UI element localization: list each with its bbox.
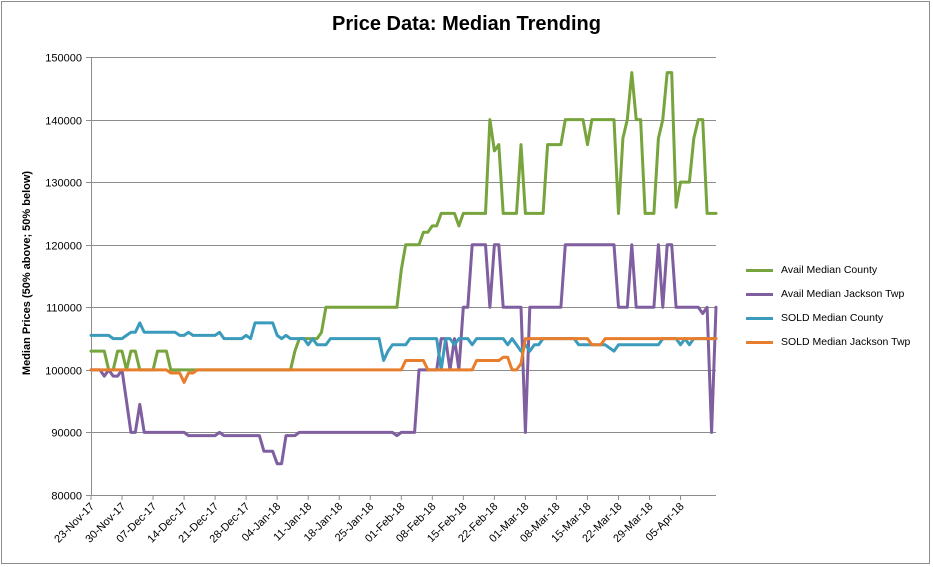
y-tick-label: 140000 — [45, 116, 82, 128]
chart-title: Price Data: Median Trending — [332, 13, 601, 35]
series-lines — [89, 71, 718, 466]
y-tick-label: 150000 — [45, 53, 82, 65]
y-tick-label: 90000 — [51, 428, 82, 440]
legend-swatch — [746, 340, 773, 344]
legend-label: Avail Median County — [781, 264, 878, 276]
legend-item-sold-jackson: SOLD Median Jackson Twp — [746, 330, 910, 354]
legend-swatch — [746, 316, 773, 320]
legend-item-avail-jackson: Avail Median Jackson Twp — [746, 282, 910, 306]
y-tick-label: 80000 — [51, 491, 82, 503]
series-line-1 — [89, 71, 718, 372]
legend-swatch — [746, 292, 773, 296]
legend: Avail Median County Avail Median Jackson… — [746, 258, 910, 354]
series-line-3 — [89, 321, 718, 372]
y-tick-label: 100000 — [45, 366, 82, 378]
legend-swatch — [746, 268, 773, 272]
legend-item-avail-county: Avail Median County — [746, 258, 910, 282]
legend-label: SOLD Median Jackson Twp — [781, 336, 911, 348]
legend-label: SOLD Median County — [781, 312, 884, 324]
gridlines — [91, 57, 716, 433]
series-line-4 — [89, 337, 718, 384]
y-tick-label: 110000 — [46, 303, 82, 315]
legend-label: Avail Median Jackson Twp — [781, 288, 905, 300]
y-tick-label: 120000 — [45, 241, 82, 253]
legend-item-sold-county: SOLD Median County — [746, 306, 910, 330]
series-line-2 — [89, 243, 718, 466]
y-tick-label: 130000 — [45, 178, 82, 190]
